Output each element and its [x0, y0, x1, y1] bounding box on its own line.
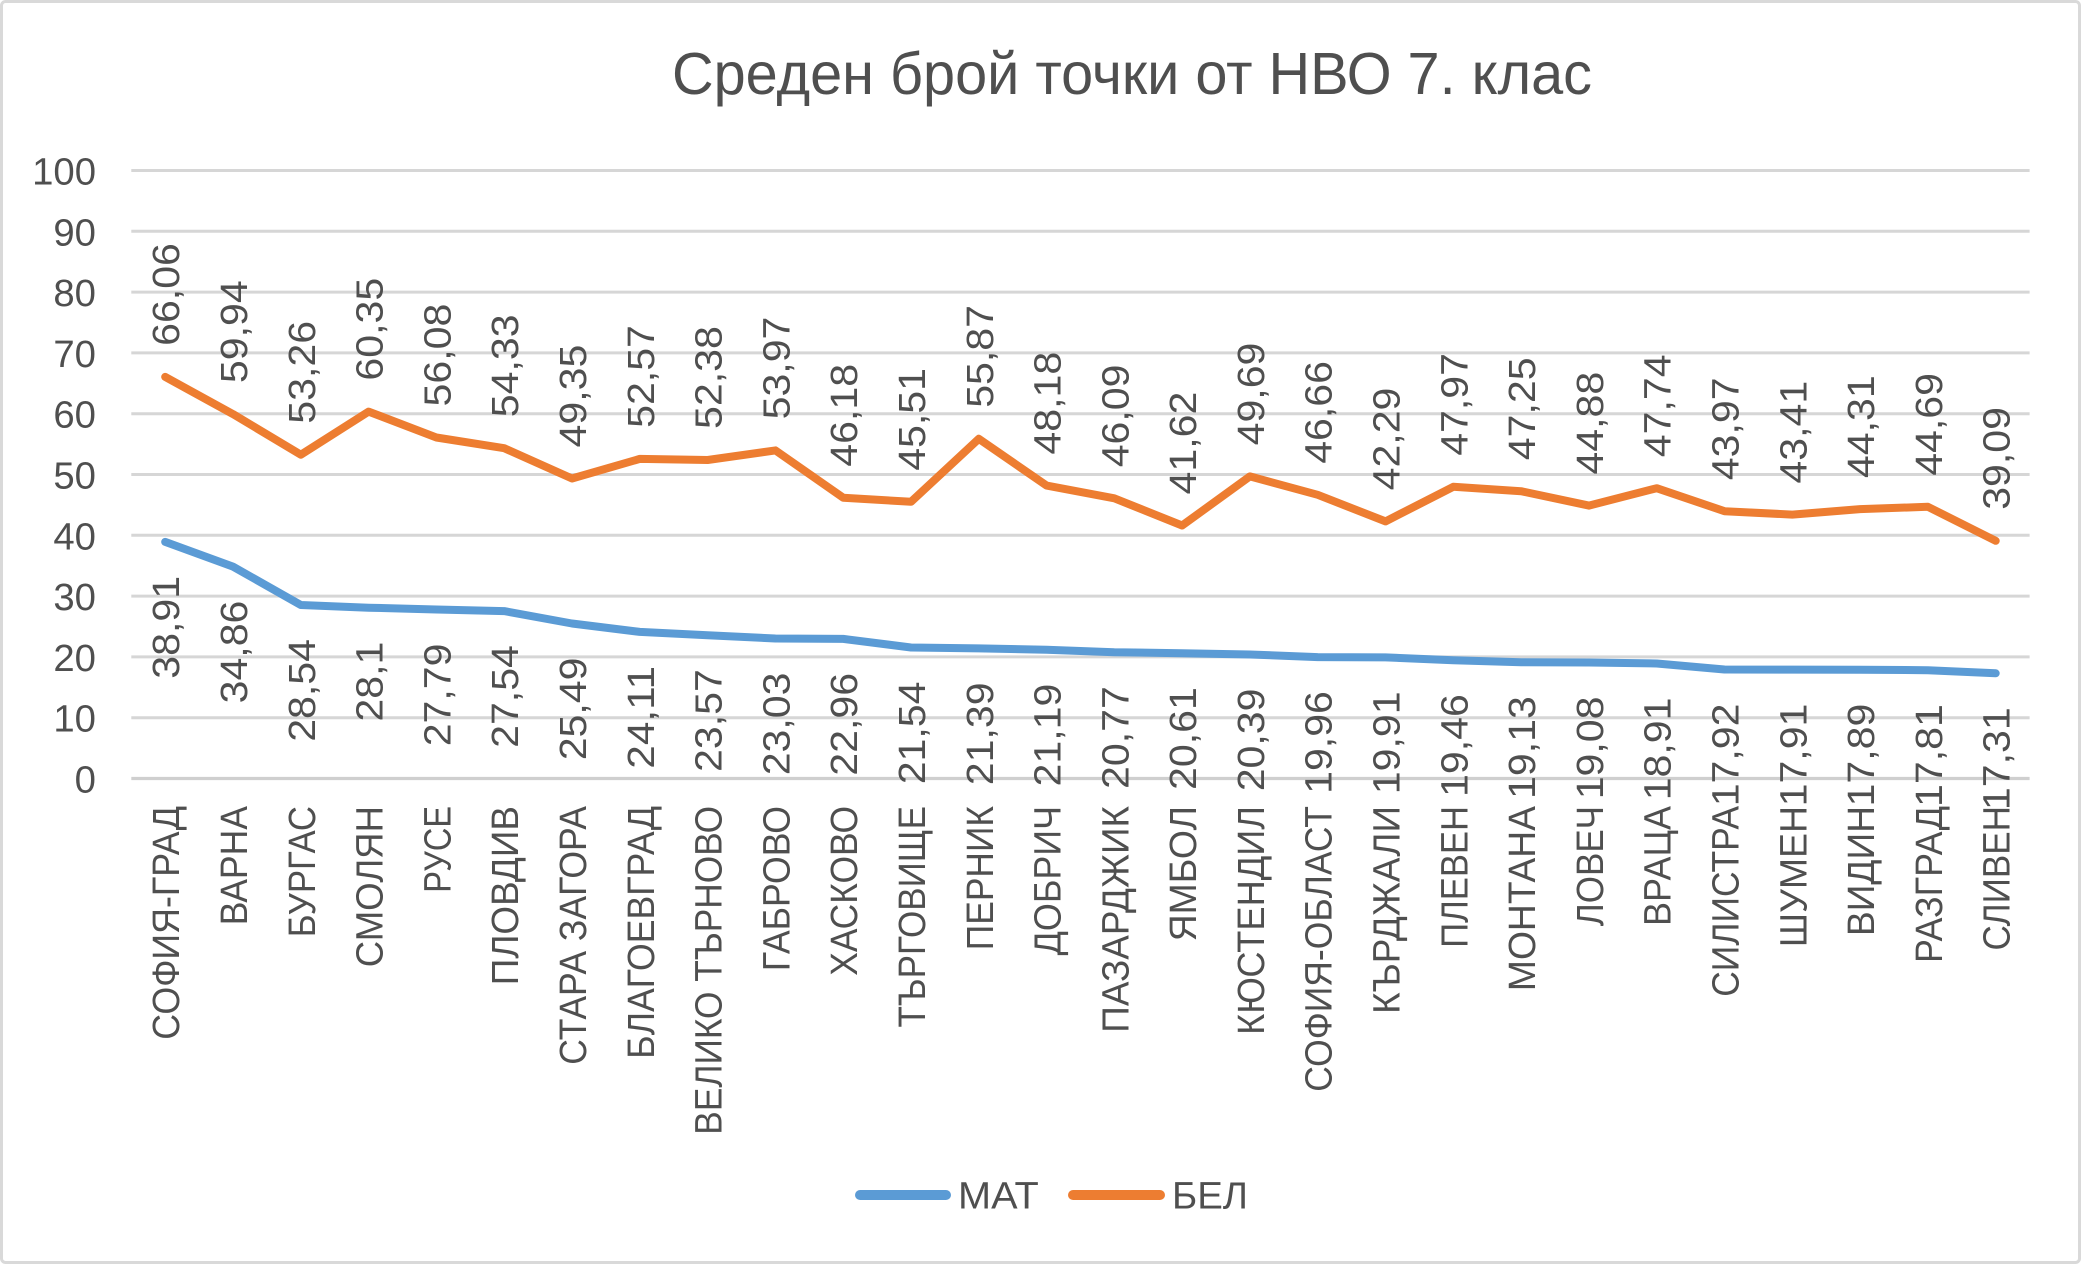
svg-text:21,19: 21,19: [1028, 684, 1070, 787]
svg-text:СТАРА ЗАГОРА: СТАРА ЗАГОРА: [553, 805, 595, 1064]
svg-text:10: 10: [53, 699, 96, 741]
svg-text:49,69: 49,69: [1231, 343, 1273, 446]
svg-text:ВРАЦА: ВРАЦА: [1638, 805, 1680, 926]
svg-text:19,13: 19,13: [1502, 696, 1544, 799]
svg-text:44,88: 44,88: [1570, 372, 1612, 475]
svg-text:СОФИЯ-ГРАД: СОФИЯ-ГРАД: [146, 806, 188, 1040]
svg-text:45,51: 45,51: [892, 368, 934, 471]
svg-text:46,09: 46,09: [1095, 365, 1137, 468]
svg-text:100: 100: [32, 152, 96, 194]
svg-text:ШУМЕН: ШУМЕН: [1773, 806, 1815, 947]
svg-text:50: 50: [53, 456, 96, 498]
svg-text:ПАЗАРДЖИК: ПАЗАРДЖИК: [1095, 806, 1137, 1033]
svg-text:ДОБРИЧ: ДОБРИЧ: [1028, 806, 1070, 955]
svg-text:20: 20: [53, 638, 96, 680]
svg-text:ВЕЛИКО ТЪРНОВО: ВЕЛИКО ТЪРНОВО: [689, 806, 731, 1135]
svg-text:43,97: 43,97: [1706, 377, 1748, 480]
svg-text:60,35: 60,35: [350, 278, 392, 381]
svg-text:27,79: 27,79: [417, 644, 459, 747]
svg-text:25,49: 25,49: [553, 658, 595, 761]
svg-text:44,31: 44,31: [1841, 375, 1883, 478]
svg-text:ГАБРОВО: ГАБРОВО: [756, 806, 798, 971]
svg-text:30: 30: [53, 577, 96, 619]
svg-text:19,96: 19,96: [1299, 691, 1341, 794]
svg-text:53,26: 53,26: [282, 321, 324, 424]
svg-text:ХАСКОВО: ХАСКОВО: [824, 806, 866, 976]
svg-text:70: 70: [53, 334, 96, 376]
svg-text:34,86: 34,86: [214, 601, 256, 704]
svg-text:39,09: 39,09: [1977, 407, 2019, 510]
svg-text:БЛАГОЕВГРАД: БЛАГОЕВГРАД: [621, 806, 663, 1059]
svg-text:СОФИЯ-ОБЛАСТ: СОФИЯ-ОБЛАСТ: [1299, 806, 1341, 1092]
svg-text:ТЪРГОВИЩЕ: ТЪРГОВИЩЕ: [892, 806, 934, 1028]
svg-text:23,03: 23,03: [756, 673, 798, 776]
svg-text:ВИДИН: ВИДИН: [1841, 806, 1883, 936]
svg-text:18,91: 18,91: [1638, 698, 1680, 801]
svg-text:19,91: 19,91: [1367, 691, 1409, 794]
svg-text:17,81: 17,81: [1909, 704, 1951, 807]
svg-text:56,08: 56,08: [417, 304, 459, 407]
svg-text:БЕЛ: БЕЛ: [1172, 1176, 1248, 1218]
svg-text:47,25: 47,25: [1502, 357, 1544, 460]
svg-text:17,31: 17,31: [1977, 707, 2019, 810]
svg-text:43,41: 43,41: [1773, 381, 1815, 484]
svg-text:СМОЛЯН: СМОЛЯН: [350, 806, 392, 967]
svg-text:21,54: 21,54: [892, 682, 934, 785]
svg-text:19,46: 19,46: [1434, 694, 1476, 797]
svg-text:РАЗГРАД: РАЗГРАД: [1909, 806, 1951, 963]
svg-text:24,11: 24,11: [621, 666, 663, 769]
svg-text:19,08: 19,08: [1570, 697, 1612, 800]
svg-text:46,66: 46,66: [1299, 361, 1341, 464]
svg-text:49,35: 49,35: [553, 345, 595, 448]
svg-text:20,77: 20,77: [1095, 686, 1137, 789]
svg-text:66,06: 66,06: [146, 243, 188, 346]
svg-text:ЛОВЕЧ: ЛОВЕЧ: [1570, 806, 1612, 926]
svg-text:52,38: 52,38: [689, 326, 731, 429]
svg-text:48,18: 48,18: [1028, 352, 1070, 455]
svg-text:59,94: 59,94: [214, 280, 256, 383]
svg-text:20,61: 20,61: [1163, 687, 1205, 790]
svg-text:ВАРНА: ВАРНА: [214, 805, 256, 925]
svg-text:27,54: 27,54: [485, 645, 527, 748]
svg-text:40: 40: [53, 516, 96, 558]
svg-text:42,29: 42,29: [1367, 388, 1409, 491]
svg-text:38,91: 38,91: [146, 576, 188, 679]
svg-text:28,1: 28,1: [350, 642, 392, 722]
svg-text:23,57: 23,57: [689, 669, 731, 772]
svg-text:0: 0: [75, 760, 96, 802]
svg-text:МАТ: МАТ: [958, 1176, 1039, 1218]
svg-text:СИЛИСТРА: СИЛИСТРА: [1706, 805, 1748, 996]
svg-text:28,54: 28,54: [282, 639, 324, 742]
svg-text:80: 80: [53, 273, 96, 315]
svg-text:53,97: 53,97: [756, 317, 798, 420]
svg-text:ПЛОВДИВ: ПЛОВДИВ: [485, 806, 527, 985]
svg-text:17,92: 17,92: [1706, 704, 1748, 807]
svg-text:17,89: 17,89: [1841, 704, 1883, 807]
svg-text:РУСЕ: РУСЕ: [417, 806, 459, 893]
svg-text:22,96: 22,96: [824, 673, 866, 776]
svg-text:60: 60: [53, 395, 96, 437]
svg-text:17,91: 17,91: [1773, 704, 1815, 807]
svg-text:21,39: 21,39: [960, 682, 1002, 785]
svg-text:ПЛЕВЕН: ПЛЕВЕН: [1434, 806, 1476, 948]
svg-text:47,74: 47,74: [1638, 354, 1680, 457]
svg-text:МОНТАНА: МОНТАНА: [1502, 805, 1544, 991]
svg-text:Среден брой точки от НВО 7. кл: Среден брой точки от НВО 7. клас: [672, 41, 1592, 107]
svg-text:55,87: 55,87: [960, 305, 1002, 408]
svg-text:20,39: 20,39: [1231, 689, 1273, 792]
svg-text:ПЕРНИК: ПЕРНИК: [960, 806, 1002, 950]
svg-text:ЯМБОЛ: ЯМБОЛ: [1163, 806, 1205, 941]
svg-text:52,57: 52,57: [621, 325, 663, 428]
svg-text:47,97: 47,97: [1434, 353, 1476, 456]
svg-text:54,33: 54,33: [485, 314, 527, 417]
svg-text:44,69: 44,69: [1909, 373, 1951, 476]
svg-text:СЛИВЕН: СЛИВЕН: [1977, 806, 2019, 951]
svg-text:КЪРДЖАЛИ: КЪРДЖАЛИ: [1367, 806, 1409, 1014]
svg-text:БУРГАС: БУРГАС: [282, 806, 324, 937]
svg-text:46,18: 46,18: [824, 364, 866, 467]
svg-text:41,62: 41,62: [1163, 392, 1205, 495]
svg-text:КЮСТЕНДИЛ: КЮСТЕНДИЛ: [1231, 806, 1273, 1035]
svg-text:90: 90: [53, 212, 96, 254]
